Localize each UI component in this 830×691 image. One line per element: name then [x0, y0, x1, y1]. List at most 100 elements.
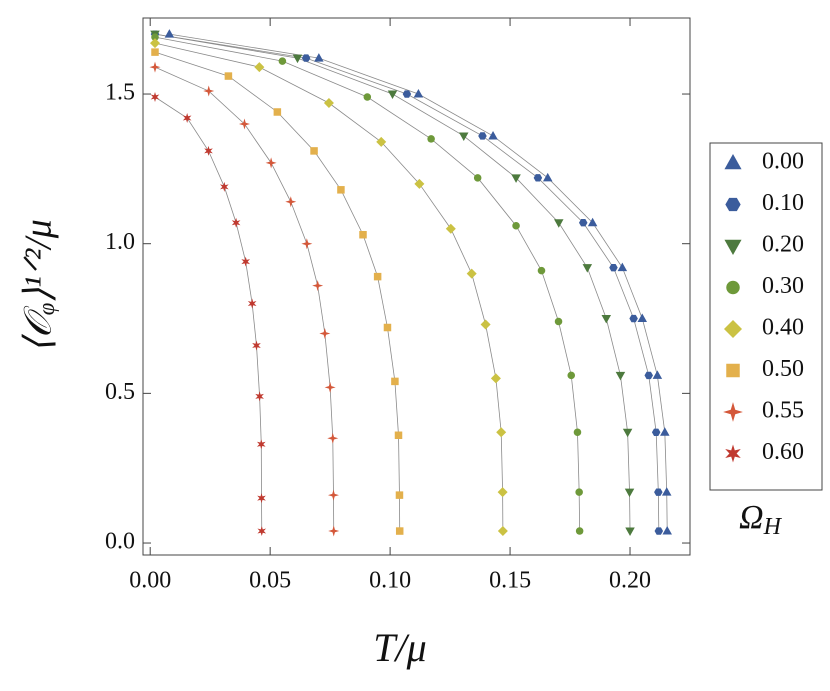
- data-point: [252, 340, 261, 351]
- plot-frame: [142, 17, 691, 556]
- data-point: [265, 157, 277, 169]
- series-line: [154, 33, 660, 532]
- legend-label: 0.20: [762, 232, 804, 258]
- data-point: [542, 172, 553, 182]
- data-point: [445, 223, 456, 234]
- legend-label: 0.60: [762, 439, 804, 465]
- x-tick-label: 0.20: [609, 568, 651, 594]
- data-point: [327, 432, 339, 444]
- data-point: [150, 38, 160, 49]
- data-point: [395, 491, 404, 499]
- data-point: [624, 488, 635, 498]
- data-point: [567, 371, 575, 380]
- data-point: [654, 527, 664, 535]
- data-point: [497, 526, 508, 537]
- legend-title: ΩH: [739, 499, 783, 540]
- legend-marker: [724, 320, 742, 338]
- data-point: [203, 85, 215, 97]
- y-tick-label: 0.0: [105, 529, 135, 555]
- data-point: [301, 238, 313, 250]
- data-point: [644, 371, 653, 380]
- x-axis-label: T/μ: [373, 625, 426, 670]
- data-point: [413, 89, 424, 98]
- x-tick-label: 0.05: [249, 568, 291, 594]
- data-point: [575, 488, 583, 496]
- legend-label: 0.50: [762, 356, 804, 382]
- data-point: [312, 280, 324, 292]
- legend-title-symbol: Ω: [739, 499, 764, 536]
- data-point: [231, 217, 241, 228]
- data-point: [323, 98, 334, 109]
- y-tick-label: 1.5: [105, 80, 135, 106]
- data-point: [301, 54, 311, 62]
- data-point: [533, 174, 543, 182]
- data-point: [427, 135, 435, 143]
- data-point: [257, 493, 266, 504]
- data-point: [151, 48, 159, 56]
- x-tick-label: 0.00: [129, 568, 171, 594]
- data-point: [394, 431, 403, 440]
- data-point: [387, 90, 398, 100]
- series-line: [154, 42, 504, 532]
- data-point: [629, 314, 638, 323]
- data-point: [459, 132, 469, 141]
- data-point: [622, 428, 633, 438]
- data-point: [247, 298, 257, 309]
- data-point: [220, 181, 229, 192]
- y-tick-label: 1.0: [105, 229, 135, 255]
- data-point: [582, 264, 593, 273]
- data-point: [363, 93, 372, 101]
- data-point: [497, 487, 508, 498]
- data-point: [255, 391, 264, 402]
- data-point: [164, 29, 175, 38]
- data-point: [660, 427, 670, 436]
- data-point: [617, 262, 628, 272]
- data-point: [151, 33, 159, 41]
- data-point: [324, 381, 336, 393]
- data-point: [537, 266, 546, 275]
- data-point: [414, 178, 425, 189]
- data-point: [473, 174, 482, 182]
- data-point: [575, 527, 584, 535]
- series-line: [154, 33, 631, 532]
- data-point: [578, 219, 588, 227]
- data-point: [273, 108, 282, 116]
- data-point: [554, 317, 563, 326]
- data-point: [490, 373, 501, 384]
- data-point: [310, 147, 318, 155]
- data-point: [376, 136, 387, 147]
- data-point: [278, 57, 287, 65]
- legend-label: 0.30: [762, 273, 804, 299]
- legend-label: 0.40: [762, 315, 804, 341]
- data-point: [150, 92, 160, 103]
- data-point: [512, 221, 520, 230]
- series-line: [154, 36, 581, 532]
- data-point: [480, 319, 491, 330]
- legend-label: 0.00: [762, 149, 804, 175]
- legend-marker: [723, 402, 743, 422]
- data-point: [383, 323, 392, 332]
- data-point: [466, 268, 477, 279]
- data-point: [478, 132, 487, 140]
- y-axis-label: ⟨𝒪ᵩ⟩¹ᐟ²/μ: [18, 219, 60, 353]
- series-line: [154, 66, 335, 532]
- legend-label: 0.10: [762, 190, 804, 216]
- data-point: [182, 112, 192, 123]
- data-point: [651, 428, 661, 436]
- data-point: [238, 118, 250, 130]
- data-point: [587, 217, 598, 227]
- data-point: [337, 186, 345, 194]
- legend-title-subscript: H: [763, 514, 783, 540]
- data-point: [256, 439, 266, 450]
- legend-marker: [726, 363, 740, 378]
- series-line: [169, 33, 668, 532]
- data-point: [662, 526, 672, 535]
- data-point: [601, 315, 612, 324]
- x-tick-label: 0.15: [489, 568, 531, 594]
- data-point: [395, 527, 404, 535]
- data-point: [204, 145, 213, 156]
- legend-marker: [724, 239, 742, 255]
- data-point: [554, 219, 564, 228]
- legend-label: 0.55: [762, 398, 804, 424]
